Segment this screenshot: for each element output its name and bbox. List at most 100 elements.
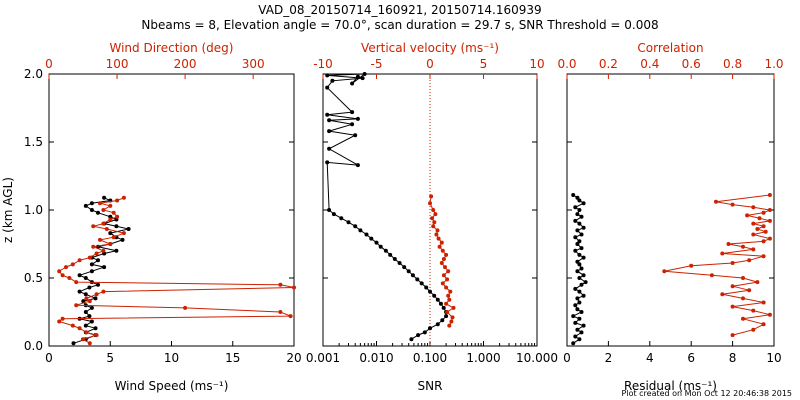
snr-point xyxy=(327,146,332,151)
chart-title-line2: Nbeams = 8, Elevation angle = 70.0°, sca… xyxy=(141,18,659,32)
wind-direction-point xyxy=(84,330,89,335)
panel-1-top-tick-label: 100 xyxy=(106,57,129,71)
wind-direction-point xyxy=(98,237,102,242)
correlation-point xyxy=(741,244,745,249)
snr-point xyxy=(397,261,402,265)
correlation-point xyxy=(767,236,772,241)
wind-direction-point xyxy=(67,276,72,280)
snr-point xyxy=(331,212,336,217)
panel-2-bottom-tick-label: 1.000 xyxy=(466,351,500,365)
wind-speed-point xyxy=(87,285,92,290)
correlation-point xyxy=(755,227,760,231)
snr-point xyxy=(325,112,330,117)
correlation-point xyxy=(730,261,735,265)
correlation-point xyxy=(761,322,766,327)
wind-direction-point xyxy=(108,217,113,222)
residual-point xyxy=(581,255,586,260)
panel-1-bottom-tick-label: 5 xyxy=(106,351,114,365)
correlation-point xyxy=(761,300,766,305)
vertical-velocity-point xyxy=(444,285,449,290)
wind-speed-point xyxy=(83,276,88,280)
residual-point xyxy=(583,280,588,285)
panel-3-top-tick-label: 0.8 xyxy=(723,57,742,71)
snr-point xyxy=(419,281,424,286)
residual-point xyxy=(577,276,582,280)
snr-point xyxy=(415,277,420,282)
snr-point xyxy=(406,269,411,274)
snr-point xyxy=(327,129,332,134)
residual-point xyxy=(575,269,580,274)
snr-point xyxy=(410,273,415,278)
vertical-velocity-point xyxy=(444,301,449,306)
correlation-point xyxy=(720,251,725,256)
vertical-velocity-line xyxy=(429,196,455,326)
y-tick-label: 1.5 xyxy=(24,135,43,149)
y-tick-label: 0.0 xyxy=(24,339,43,353)
residual-point xyxy=(577,252,582,257)
vertical-velocity-point xyxy=(443,265,447,270)
snr-point xyxy=(353,133,358,138)
panel-2-x-axis-label: SNR xyxy=(418,379,443,393)
wind-speed-point xyxy=(89,262,94,267)
vertical-velocity-point xyxy=(444,252,449,257)
panel-3-top-tick-label: 0.6 xyxy=(682,57,701,71)
residual-point xyxy=(575,307,580,312)
correlation-point xyxy=(730,202,735,207)
correlation-point xyxy=(745,213,750,218)
panel-2-bottom-tick-label: 10.000 xyxy=(516,351,558,365)
vertical-velocity-point xyxy=(440,281,445,286)
correlation-point xyxy=(755,280,760,285)
snr-point xyxy=(355,74,360,79)
snr-point xyxy=(350,110,355,115)
vertical-velocity-point xyxy=(445,310,450,314)
correlation-point xyxy=(714,199,718,204)
vertical-velocity-point xyxy=(430,216,435,221)
snr-point xyxy=(327,118,332,123)
vertical-velocity-point xyxy=(448,289,453,294)
residual-point xyxy=(577,239,582,244)
panel-1-bottom-tick-label: 15 xyxy=(225,351,240,365)
panel-2-top-tick-label: 5 xyxy=(480,57,488,71)
panel-3-top-tick-label: 1.0 xyxy=(764,57,783,71)
residual-point xyxy=(581,293,586,298)
wind-direction-point xyxy=(74,280,79,285)
wind-direction-point xyxy=(278,282,283,287)
wind-speed-point xyxy=(81,299,86,304)
wind-direction-point xyxy=(91,244,96,249)
wind-direction-point xyxy=(104,227,109,231)
panel-2-top-axis-label: Vertical velocity (ms⁻¹) xyxy=(361,41,499,55)
residual-point xyxy=(577,316,582,321)
vertical-velocity-point xyxy=(429,194,434,199)
panel-3-bottom-tick-label: 2 xyxy=(605,351,613,365)
vertical-velocity-point xyxy=(428,201,432,206)
wind-direction-point xyxy=(108,203,113,208)
vertical-velocity-point xyxy=(432,220,437,225)
panel-1-top-tick-label: 200 xyxy=(174,57,197,71)
residual-point xyxy=(577,208,582,212)
wind-speed-point xyxy=(93,296,98,301)
residual-point xyxy=(577,337,582,342)
snr-point xyxy=(325,85,330,90)
residual-point xyxy=(575,212,580,217)
panel-1-x-axis-label: Wind Speed (ms⁻¹) xyxy=(115,379,229,393)
residual-point xyxy=(571,314,576,319)
wind-direction-point xyxy=(121,195,126,200)
correlation-point xyxy=(761,224,766,229)
residual-point xyxy=(573,303,578,308)
wind-direction-point xyxy=(278,310,283,314)
snr-point xyxy=(339,216,344,221)
snr-point xyxy=(392,257,397,261)
correlation-point xyxy=(741,316,745,321)
panel-2-top-tick-label: 10 xyxy=(529,57,544,71)
wind-direction-point xyxy=(77,258,82,263)
chart-title-line1: VAD_08_20150714_160921, 20150714.160939 xyxy=(258,3,542,17)
wind-direction-point xyxy=(70,262,75,267)
wind-direction-point xyxy=(111,235,116,240)
correlation-point xyxy=(751,232,756,237)
correlation-point xyxy=(757,216,762,221)
correlation-point xyxy=(726,242,731,246)
wind-direction-point xyxy=(84,296,89,301)
panel-1-bottom-tick-label: 10 xyxy=(164,351,179,365)
snr-point xyxy=(378,244,383,249)
panel-3-bottom-tick-label: 6 xyxy=(687,351,695,365)
